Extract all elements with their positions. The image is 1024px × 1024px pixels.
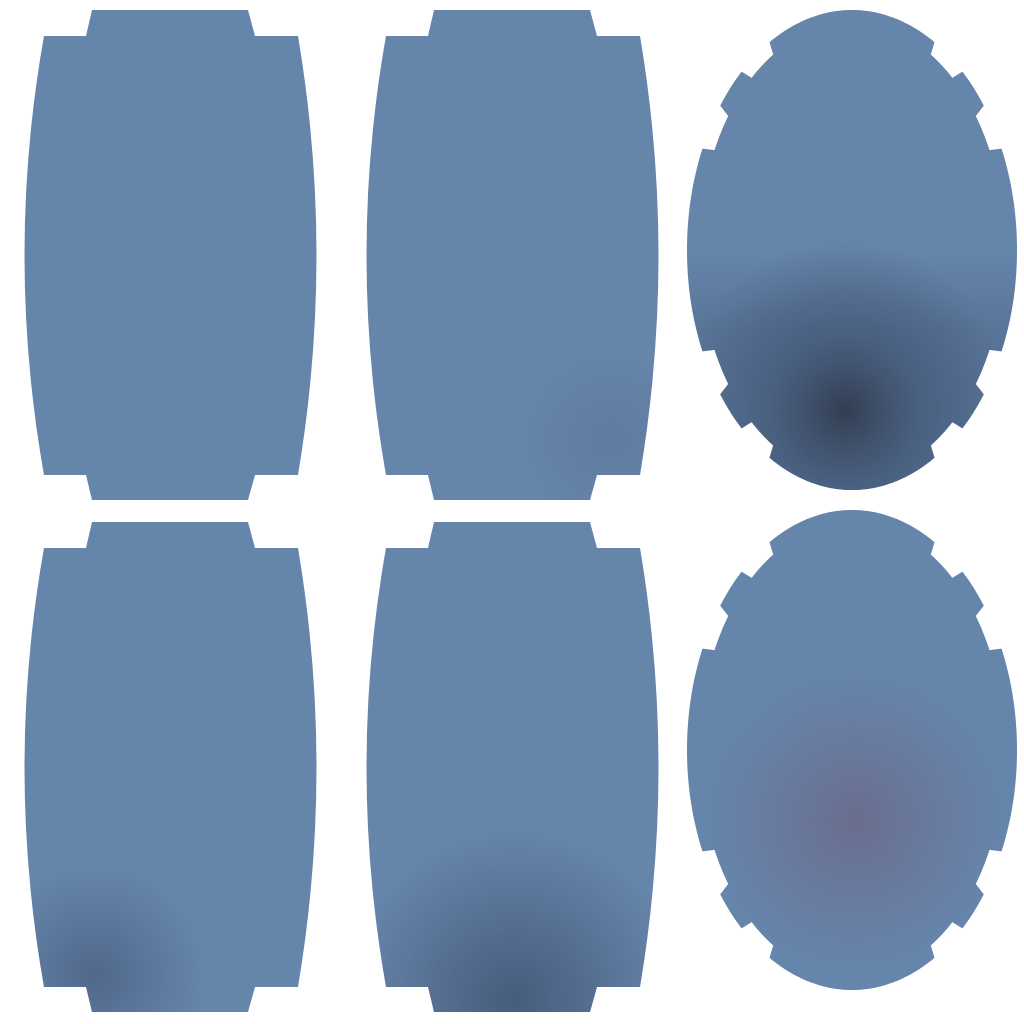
- panel-oval-1: [687, 10, 1017, 490]
- panel-oval-2: [687, 510, 1017, 990]
- panel-barrel-3: [24, 522, 317, 1012]
- panel-barrel-2: [366, 10, 659, 500]
- panel-barrel-4: [366, 522, 659, 1012]
- panel-barrel-1: [24, 10, 317, 500]
